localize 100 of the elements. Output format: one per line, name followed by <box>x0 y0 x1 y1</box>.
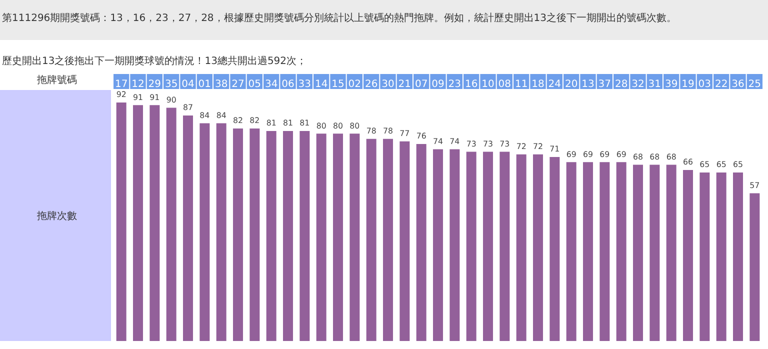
data-label: 68 <box>650 152 660 162</box>
x-tick-label: 20 <box>564 79 578 90</box>
chart-title: 第111296期開獎號碼：13，16，23，27，28，根據歷史開獎號碼分別統計以上號碼的熱門拖牌。例如，統計歷史開出13之後下一期開出的號碼次數。 <box>2 12 677 24</box>
x-tick-label: 11 <box>514 79 528 90</box>
bar <box>366 138 376 341</box>
x-tick-label: 36 <box>732 79 744 90</box>
bar <box>616 162 626 341</box>
data-label: 71 <box>550 144 560 154</box>
x-axis-title: 拖牌號碼 <box>36 74 77 86</box>
bar <box>233 128 243 341</box>
bar <box>150 105 160 341</box>
x-tick-label: 19 <box>682 79 694 90</box>
x-tick-label: 05 <box>248 79 262 90</box>
x-tick-label: 17 <box>114 79 128 90</box>
y-axis-title: 拖牌次數 <box>36 210 77 222</box>
data-label: 90 <box>166 95 176 104</box>
bar <box>400 141 410 341</box>
data-label: 81 <box>266 118 276 128</box>
data-label: 78 <box>366 126 376 136</box>
bar <box>666 164 676 341</box>
x-tick-label: 21 <box>398 79 412 90</box>
chart-subtitle: 歷史開出13之後拖出下一期開獎球號的情況！13總共開出過592次； <box>2 55 307 67</box>
data-label: 78 <box>383 126 393 136</box>
bar <box>633 164 643 341</box>
bar <box>266 131 276 341</box>
x-tick-label: 08 <box>498 79 512 90</box>
bar <box>583 162 593 341</box>
x-tick-label: 09 <box>432 79 444 90</box>
bar <box>466 152 476 341</box>
bar <box>516 154 526 341</box>
data-label: 80 <box>350 121 360 130</box>
bar <box>300 131 310 341</box>
bar <box>533 154 543 341</box>
bar <box>566 162 576 341</box>
bar <box>750 193 760 341</box>
bar <box>733 172 743 341</box>
data-label: 91 <box>133 92 143 102</box>
data-label: 69 <box>600 150 610 159</box>
x-tick-label: 04 <box>182 79 194 90</box>
x-tick-label: 31 <box>648 79 662 90</box>
x-tick-label: 06 <box>282 79 294 90</box>
data-label: 65 <box>716 160 726 170</box>
x-tick-label: 10 <box>482 79 494 90</box>
x-tick-label: 22 <box>714 79 728 90</box>
x-tick-label: 32 <box>632 79 644 90</box>
data-label: 68 <box>666 152 676 162</box>
x-tick-label: 27 <box>232 79 244 90</box>
bar <box>316 134 326 341</box>
x-tick-label: 03 <box>698 79 712 90</box>
x-tick-label: 14 <box>314 79 328 90</box>
data-label: 92 <box>116 90 126 100</box>
data-label: 66 <box>683 158 693 167</box>
data-label: 68 <box>633 152 643 162</box>
data-label: 57 <box>750 180 760 190</box>
data-label: 72 <box>516 142 526 152</box>
data-label: 76 <box>416 132 426 141</box>
bar <box>383 138 393 341</box>
bar <box>116 102 126 341</box>
data-label: 69 <box>583 150 593 159</box>
data-label: 81 <box>283 118 293 128</box>
x-tick-label: 16 <box>464 79 478 90</box>
bar <box>700 172 710 341</box>
bar <box>716 172 726 341</box>
x-tick-label: 29 <box>148 79 162 90</box>
bar <box>683 170 693 341</box>
bar <box>450 149 460 341</box>
data-label: 82 <box>233 116 243 126</box>
data-label: 74 <box>433 136 443 146</box>
bar <box>183 116 193 341</box>
data-label: 74 <box>450 136 460 146</box>
data-label: 72 <box>533 142 543 152</box>
x-tick-label: 37 <box>598 79 612 90</box>
data-label: 80 <box>316 121 326 130</box>
x-tick-label: 39 <box>664 79 678 90</box>
x-tick-label: 30 <box>382 79 394 90</box>
bar <box>200 123 210 341</box>
data-label: 69 <box>566 150 576 159</box>
data-label: 87 <box>183 103 193 112</box>
data-label: 65 <box>700 160 710 170</box>
data-label: 80 <box>333 121 343 130</box>
data-label: 81 <box>300 118 310 128</box>
bar <box>333 134 343 341</box>
x-tick-label: 23 <box>448 79 462 90</box>
bar <box>133 105 143 341</box>
bar <box>166 108 176 341</box>
x-tick-label: 24 <box>548 79 562 90</box>
data-label: 82 <box>250 116 260 126</box>
x-tick-label: 33 <box>298 79 312 90</box>
bar <box>350 134 360 341</box>
x-tick-label: 25 <box>748 79 762 90</box>
data-label: 77 <box>400 129 410 138</box>
x-tick-label: 13 <box>582 79 594 90</box>
x-tick-label: 07 <box>414 79 428 90</box>
data-label: 73 <box>500 139 510 148</box>
bar <box>216 123 226 341</box>
data-label: 91 <box>150 92 160 102</box>
x-tick-label: 38 <box>214 79 228 90</box>
x-tick-label: 28 <box>614 79 628 90</box>
x-tick-label: 18 <box>532 79 544 90</box>
bar <box>500 152 510 341</box>
